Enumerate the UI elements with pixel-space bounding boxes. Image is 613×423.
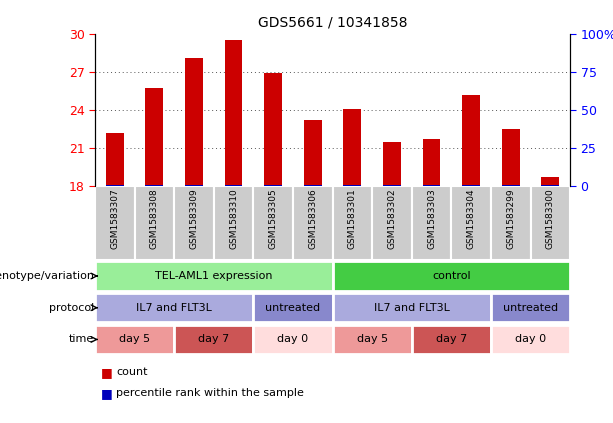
Bar [491,186,530,260]
Text: genotype/variation: genotype/variation [0,271,94,281]
Text: GSM1583300: GSM1583300 [546,188,555,249]
Text: day 5: day 5 [119,335,150,344]
Bar [541,177,559,186]
Text: GSM1583309: GSM1583309 [189,188,199,249]
Text: control: control [432,271,471,281]
Text: GSM1583308: GSM1583308 [150,188,159,249]
Bar [412,325,491,354]
Text: untreated: untreated [503,303,558,313]
Text: GSM1583307: GSM1583307 [110,188,120,249]
Bar [185,58,203,186]
Bar [293,186,332,260]
Bar [135,186,174,260]
Text: IL7 and FLT3L: IL7 and FLT3L [136,303,212,313]
Text: percentile rank within the sample: percentile rank within the sample [116,388,304,398]
Bar [332,293,491,322]
Text: GSM1583310: GSM1583310 [229,188,238,249]
Bar [462,95,480,186]
Bar [185,185,203,186]
Bar [462,185,480,186]
Bar [253,293,332,322]
Text: ■: ■ [101,387,113,400]
Bar [95,186,135,260]
Text: time: time [69,335,94,344]
Title: GDS5661 / 10341858: GDS5661 / 10341858 [258,16,407,30]
Text: ■: ■ [101,366,113,379]
Bar [95,325,174,354]
Bar [343,109,361,186]
Bar [253,186,293,260]
Text: count: count [116,367,148,377]
Bar [225,185,243,186]
Bar [422,139,440,186]
Bar [343,185,361,186]
Bar [106,133,124,186]
Text: day 7: day 7 [198,335,229,344]
Bar [304,185,322,186]
Bar [502,129,520,186]
Text: GSM1583306: GSM1583306 [308,188,318,249]
Bar [95,293,253,322]
Bar [451,186,491,260]
Bar [422,185,440,186]
Bar [304,120,322,186]
Bar [332,186,372,260]
Bar [502,185,520,186]
Bar [332,261,570,291]
Text: IL7 and FLT3L: IL7 and FLT3L [374,303,450,313]
Text: day 0: day 0 [278,335,308,344]
Bar [530,186,570,260]
Text: day 7: day 7 [436,335,467,344]
Text: untreated: untreated [265,303,321,313]
Bar [174,186,214,260]
Text: GSM1583303: GSM1583303 [427,188,436,249]
Text: GSM1583302: GSM1583302 [387,188,397,249]
Bar [95,261,332,291]
Bar [214,186,253,260]
Bar [253,325,332,354]
Bar [491,293,570,322]
Text: GSM1583301: GSM1583301 [348,188,357,249]
Bar [383,142,401,186]
Bar [145,185,163,186]
Bar [541,185,559,186]
Text: GSM1583304: GSM1583304 [466,188,476,249]
Bar [106,185,124,186]
Bar [383,185,401,186]
Bar [264,185,282,186]
Bar [491,325,570,354]
Bar [225,40,243,186]
Text: day 0: day 0 [515,335,546,344]
Bar [264,73,282,186]
Bar [174,325,253,354]
Text: day 5: day 5 [357,335,387,344]
Bar [372,186,412,260]
Text: TEL-AML1 expression: TEL-AML1 expression [155,271,273,281]
Bar [145,88,163,186]
Text: protocol: protocol [49,303,94,313]
Text: GSM1583305: GSM1583305 [268,188,278,249]
Bar [412,186,451,260]
Text: GSM1583299: GSM1583299 [506,188,515,249]
Bar [332,325,412,354]
